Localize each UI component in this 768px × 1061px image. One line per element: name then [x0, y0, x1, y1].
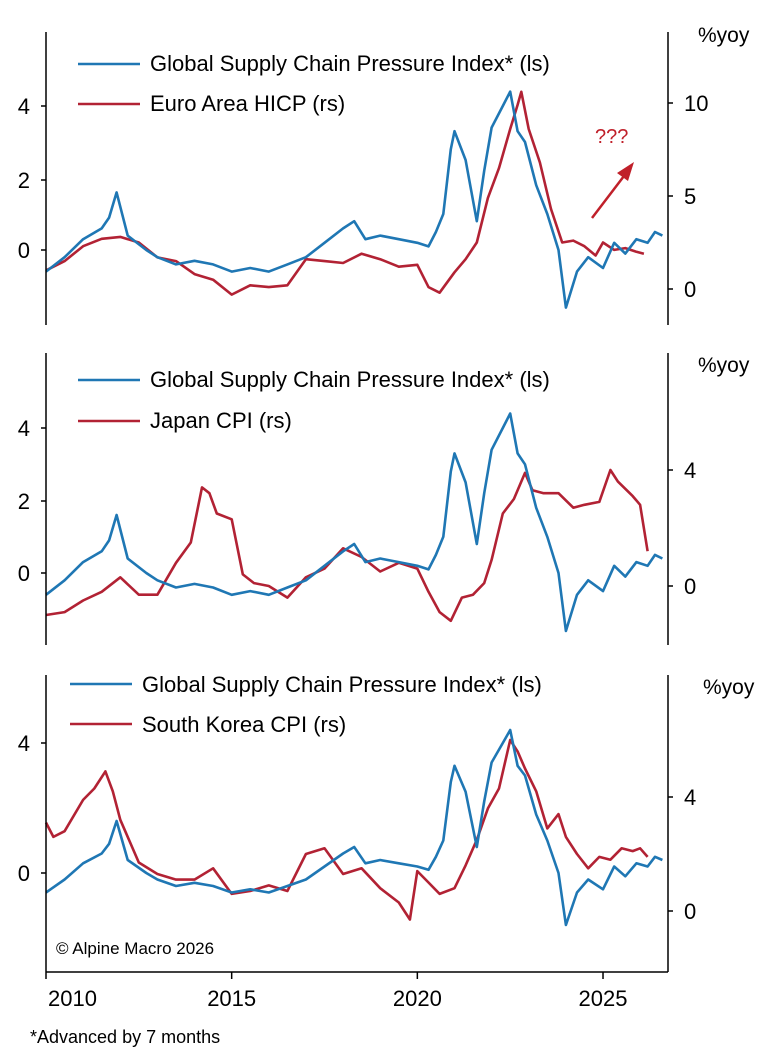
right-tick-label: 10 — [684, 91, 708, 116]
right-tick-label: 5 — [684, 184, 696, 209]
right-axis-unit: %yoy — [698, 354, 750, 377]
legend-label-hicp: Euro Area HICP (rs) — [150, 91, 345, 116]
south-korea-panel: 4 0 4 0 %yoy Global Supply Chain Pressure … — [18, 672, 755, 973]
left-tick-label: 2 — [18, 489, 30, 514]
euro-area-panel: 4 2 0 10 5 0 %yoy Global Supply Chain Pressu… — [18, 24, 750, 325]
left-tick-label: 0 — [18, 561, 30, 586]
right-axis-unit: %yoy — [703, 676, 755, 699]
question-annotation: ??? — [595, 126, 628, 148]
series-line-euro-area-hicp — [45, 90, 645, 296]
series-line-global-supply-chain-pressure-index — [45, 412, 663, 633]
x-tick-label: 2015 — [207, 986, 256, 1011]
legend-label-japan: Japan CPI (rs) — [150, 408, 292, 433]
right-axis-unit: %yoy — [698, 24, 750, 47]
legend-label-gscpi: Global Supply Chain Pressure Index* (ls) — [142, 672, 542, 697]
x-axis-ticks: 2010 2015 2020 2025 — [45, 972, 628, 1011]
left-tick-label: 2 — [18, 168, 30, 193]
right-tick-label: 4 — [684, 785, 696, 810]
series-line-south-korea-cpi — [44, 738, 649, 921]
series-line-global-supply-chain-pressure-index — [45, 728, 663, 927]
right-tick-label: 4 — [684, 458, 696, 483]
series-line-japan-cpi — [45, 468, 649, 623]
series-line-global-supply-chain-pressure-index — [45, 90, 663, 309]
left-tick-label: 0 — [18, 238, 30, 263]
right-tick-label: 0 — [684, 277, 696, 302]
x-tick-label: 2010 — [48, 986, 97, 1011]
left-tick-label: 4 — [18, 731, 30, 756]
legend-label-korea: South Korea CPI (rs) — [142, 712, 346, 737]
left-tick-label: 4 — [18, 94, 30, 119]
left-tick-label: 4 — [18, 416, 30, 441]
rising-arrow — [591, 175, 625, 219]
x-tick-label: 2020 — [393, 986, 442, 1011]
legend-label-gscpi: Global Supply Chain Pressure Index* (ls) — [150, 51, 550, 76]
japan-panel: 4 2 0 4 0 %yoy Global Supply Chain Pressure… — [18, 353, 750, 645]
rising-arrow-head — [617, 162, 634, 181]
legend-label-gscpi: Global Supply Chain Pressure Index* (ls) — [150, 367, 550, 392]
x-tick-label: 2025 — [579, 986, 628, 1011]
footnote: *Advanced by 7 months — [30, 1027, 220, 1047]
right-tick-label: 0 — [684, 899, 696, 924]
left-tick-label: 0 — [18, 861, 30, 886]
copyright: © Alpine Macro 2026 — [56, 939, 214, 958]
right-tick-label: 0 — [684, 574, 696, 599]
